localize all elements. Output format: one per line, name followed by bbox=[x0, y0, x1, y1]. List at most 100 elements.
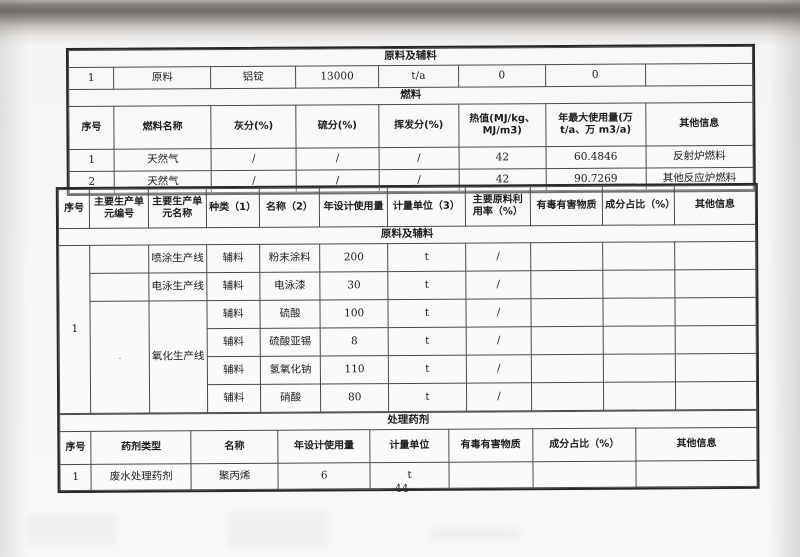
header-unit-code: 主要生产单元编号 bbox=[89, 189, 149, 229]
cell-chemical-type: 废水处理药剂 bbox=[91, 463, 192, 491]
header-ratio: 成分占比（%） bbox=[532, 428, 637, 462]
cell-other bbox=[675, 353, 757, 382]
cell-value2: 0 bbox=[545, 63, 646, 87]
cell-ratio bbox=[602, 241, 675, 271]
table-row-oxidation-sulfuric: . 氧化生产线 辅料 硫酸 100 t / bbox=[59, 297, 757, 414]
cell-qty: 30 bbox=[320, 271, 388, 300]
cell-unit: t bbox=[387, 299, 467, 328]
cell-other bbox=[645, 63, 753, 86]
table-row-spray-line: 1 喷涂生产线 辅料 粉末涂料 200 t / bbox=[58, 241, 756, 414]
cell-heat-value: 42 bbox=[458, 146, 546, 170]
header-other-info: 其他信息 bbox=[636, 427, 757, 462]
cell-name: 硝酸 bbox=[260, 383, 321, 413]
cell-utilization: / bbox=[465, 298, 531, 328]
header-measure-unit: 计量单位（3） bbox=[387, 187, 466, 227]
cell-other-info: 反射炉燃料 bbox=[645, 145, 754, 168]
production-unit-table: 序号 主要生产单元编号 主要生产单元名称 种类（1） 名称（2） 年设计使用量 … bbox=[55, 182, 760, 494]
header-other-info: 其他信息 bbox=[645, 102, 754, 146]
cell-utilization: / bbox=[466, 326, 532, 356]
header-chemical-type: 药剂类型 bbox=[91, 430, 191, 465]
cell-toxic bbox=[530, 326, 604, 355]
header-name: 名称（2） bbox=[259, 187, 320, 228]
cell-name: 硫酸亚锡 bbox=[259, 327, 321, 357]
header-unit-name: 主要生产单元名称 bbox=[148, 188, 207, 229]
cell-qty: 6 bbox=[278, 462, 371, 490]
cell-ratio bbox=[603, 353, 676, 383]
cell-amount: 13000 bbox=[295, 65, 379, 89]
header-design-usage: 年设计使用量 bbox=[277, 429, 371, 464]
cell-utilization: / bbox=[465, 270, 531, 300]
cell-unit-code bbox=[90, 273, 149, 302]
page-number: 44 bbox=[394, 481, 409, 496]
treatment-chemical-table: 处理药剂 序号 药剂类型 名称 年设计使用量 计量单位 有毒有害物质 成分占比（… bbox=[59, 410, 758, 491]
cell-unit-name: 电泳生产线 bbox=[148, 272, 207, 302]
table-row-electrophoresis-line: 电泳生产线 辅料 电泳漆 30 t / bbox=[59, 269, 756, 302]
cell-qty: 110 bbox=[320, 355, 389, 384]
cell-other bbox=[674, 269, 756, 298]
header-toxic: 有毒有害物质 bbox=[530, 186, 603, 226]
header-other-info: 其他信息 bbox=[674, 185, 756, 225]
cell-other bbox=[675, 297, 757, 326]
header-seq: 序号 bbox=[58, 189, 90, 229]
cell-kind: 辅料 bbox=[206, 328, 261, 357]
cell-toxic bbox=[530, 298, 604, 327]
cell-toxic bbox=[531, 354, 604, 383]
cell-max-usage: 60.4846 bbox=[545, 145, 646, 169]
header-name: 名称 bbox=[190, 430, 279, 464]
materials-fuel-table: 原料及辅料 1 原料 铝锭 13000 t/a 0 0 燃料 序号 燃 bbox=[65, 43, 756, 197]
cell-qty: 80 bbox=[320, 383, 389, 412]
cell-qty: 8 bbox=[320, 327, 389, 356]
cell-name: 氢氧化钠 bbox=[260, 355, 321, 385]
cell-sulfur: / bbox=[296, 147, 380, 171]
cell-name: 聚丙烯 bbox=[190, 463, 279, 490]
cell-seq: 1 bbox=[68, 67, 114, 90]
cell-ratio bbox=[603, 269, 676, 299]
cell-utilization: / bbox=[466, 354, 532, 384]
header-seq: 序号 bbox=[59, 431, 92, 465]
cell-name: 硫酸 bbox=[259, 299, 321, 329]
fuel-header-row: 序号 燃料名称 灰分(%) 硫分(%) 挥发分(%) 热值(MJ/kg、MJ/m… bbox=[68, 102, 754, 150]
header-design-usage: 年设计使用量 bbox=[319, 187, 388, 227]
unit-header-row: 序号 主要生产单元编号 主要生产单元名称 种类（1） 名称（2） 年设计使用量 … bbox=[58, 185, 756, 229]
cell-name: 粉末涂料 bbox=[259, 243, 321, 273]
cell-unit: t bbox=[388, 327, 467, 356]
cell-other bbox=[674, 241, 756, 270]
cell-kind: 辅料 bbox=[206, 300, 260, 329]
cell-ratio bbox=[603, 297, 676, 327]
cell-toxic bbox=[448, 461, 533, 489]
cell-seq: 1 bbox=[69, 149, 115, 172]
header-volatile: 挥发分(%) bbox=[378, 104, 459, 148]
treatment-header-row: 序号 药剂类型 名称 年设计使用量 计量单位 有毒有害物质 成分占比（%） 其他… bbox=[59, 427, 757, 465]
cell-unit: t bbox=[387, 243, 466, 272]
header-max-usage: 年最大使用量(万 t/a、万 m3/a) bbox=[545, 102, 646, 147]
bleed-through-smudge bbox=[430, 528, 520, 540]
cell-unit-name: 氧化生产线 bbox=[148, 300, 208, 414]
header-sulfur: 硫分(%) bbox=[295, 104, 379, 149]
header-ratio: 成分占比（%） bbox=[602, 185, 675, 226]
cell-unit-code bbox=[89, 245, 149, 274]
cell-other bbox=[675, 381, 757, 410]
unit-code-dot: . bbox=[90, 301, 150, 414]
cell-ash: / bbox=[211, 148, 297, 171]
cell-qty: 200 bbox=[319, 243, 388, 272]
header-utilization: 主要原料利用率（%） bbox=[465, 186, 531, 227]
cell-toxic bbox=[530, 270, 604, 299]
cell-other bbox=[675, 325, 757, 354]
header-fuel-name: 燃料名称 bbox=[113, 105, 212, 150]
cell-unit: t bbox=[388, 355, 467, 384]
header-heat-value: 热值(MJ/kg、MJ/m3) bbox=[458, 103, 546, 148]
cell-toxic bbox=[530, 242, 604, 271]
cell-seq: 1 bbox=[59, 464, 92, 491]
bleed-through-smudge bbox=[28, 514, 116, 546]
cell-seq: 1 bbox=[58, 245, 92, 414]
cell-utilization: / bbox=[466, 382, 532, 412]
header-kind: 种类（1） bbox=[206, 188, 260, 228]
cell-unit: t/a bbox=[378, 65, 459, 88]
bleed-through-smudge bbox=[228, 512, 328, 548]
cell-utilization: / bbox=[465, 242, 531, 272]
cell-ratio bbox=[603, 381, 676, 411]
cell-qty: 100 bbox=[320, 299, 389, 328]
cell-name: 电泳漆 bbox=[259, 271, 321, 301]
